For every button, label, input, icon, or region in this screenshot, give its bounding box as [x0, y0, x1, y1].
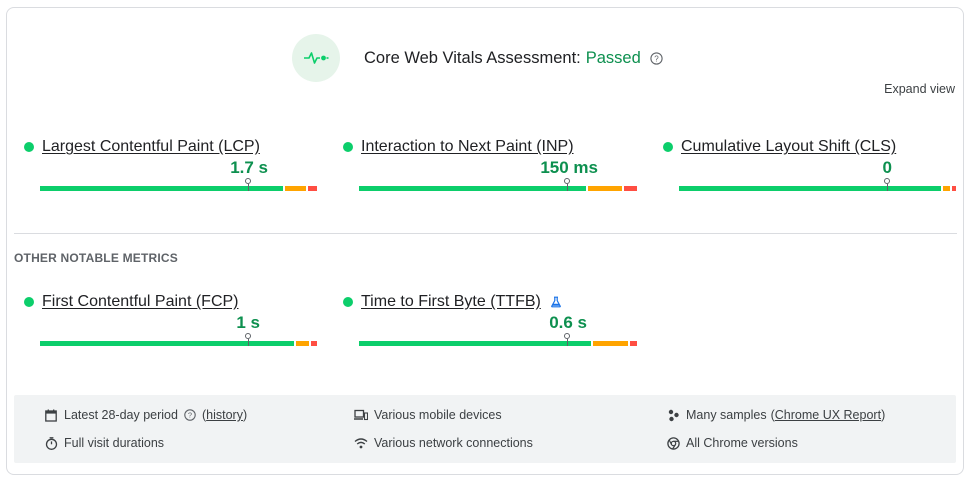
calendar-icon	[44, 408, 58, 422]
metric-value: 1.7 s	[230, 158, 268, 177]
expand-view-button[interactable]: Expand view	[884, 82, 955, 96]
metric-cls: Cumulative Layout Shift (CLS) 0	[663, 136, 956, 191]
good-status-dot	[343, 297, 353, 307]
good-segment	[359, 186, 586, 191]
needs-improvement-segment	[593, 341, 628, 346]
data-source-footer: Latest 28-day period ? (history) Full vi…	[14, 395, 956, 463]
good-segment	[679, 186, 941, 191]
metric-name-link[interactable]: First Contentful Paint (FCP)	[42, 293, 239, 310]
visit-info: Full visit durations	[44, 436, 164, 450]
svg-text:?: ?	[654, 54, 659, 63]
samples-text: Many samples	[686, 408, 767, 422]
wifi-icon	[354, 436, 368, 450]
network-text: Various network connections	[374, 436, 533, 450]
assessment-status: Passed	[585, 48, 641, 67]
poor-segment	[624, 186, 637, 191]
svg-text:?: ?	[188, 411, 192, 420]
good-status-dot	[343, 142, 353, 152]
metric-name-link[interactable]: Cumulative Layout Shift (CLS)	[681, 138, 897, 155]
poor-segment	[311, 341, 317, 346]
needs-improvement-segment	[285, 186, 306, 191]
distribution-bar	[40, 333, 317, 346]
distribution-bar	[679, 178, 956, 191]
distribution-bar	[359, 333, 637, 346]
history-link[interactable]: history	[206, 408, 243, 422]
good-status-dot	[24, 297, 34, 307]
devices-icon	[354, 408, 368, 422]
chrome-icon	[666, 436, 680, 450]
section-divider	[14, 233, 957, 234]
pulse-icon	[292, 34, 340, 82]
chrome-info: All Chrome versions	[666, 436, 798, 450]
chrome-text: All Chrome versions	[686, 436, 798, 450]
devices-info: Various mobile devices	[354, 408, 502, 422]
metric-lcp: Largest Contentful Paint (LCP) 1.7 s	[24, 136, 317, 191]
samples-icon	[666, 408, 680, 422]
metric-value: 150 ms	[540, 158, 598, 177]
paren-open: (	[201, 408, 207, 422]
metric-ttfb: Time to First Byte (TTFB) 0.6 s	[343, 291, 637, 346]
samples-info: Many samples (Chrome UX Report)	[666, 408, 885, 422]
period-text: Latest 28-day period	[64, 408, 178, 422]
needs-improvement-segment	[296, 341, 309, 346]
metric-value: 0	[882, 158, 892, 177]
devices-text: Various mobile devices	[374, 408, 502, 422]
help-icon[interactable]: ?	[650, 51, 663, 65]
metric-name-link[interactable]: Time to First Byte (TTFB)	[361, 293, 541, 310]
period-info: Latest 28-day period ? (history)	[44, 408, 247, 422]
distribution-bar	[359, 178, 637, 191]
visit-text: Full visit durations	[64, 436, 165, 450]
good-segment	[40, 341, 294, 346]
metric-name-link[interactable]: Largest Contentful Paint (LCP)	[42, 138, 260, 155]
good-segment	[359, 341, 591, 346]
other-metrics-heading: OTHER NOTABLE METRICS	[14, 251, 178, 265]
good-status-dot	[663, 142, 673, 152]
metric-name-link[interactable]: Interaction to Next Paint (INP)	[361, 138, 574, 155]
distribution-bar	[40, 178, 317, 191]
paren-close: )	[881, 408, 886, 422]
good-segment	[40, 186, 283, 191]
poor-segment	[308, 186, 317, 191]
needs-improvement-segment	[588, 186, 622, 191]
assessment-title: Core Web Vitals Assessment:	[364, 48, 581, 67]
paren-close: )	[242, 408, 248, 422]
good-status-dot	[24, 142, 34, 152]
metric-value: 1 s	[236, 313, 260, 332]
network-info: Various network connections	[354, 436, 533, 450]
poor-segment	[952, 186, 956, 191]
chrome-ux-report-link[interactable]: Chrome UX Report	[774, 408, 882, 422]
metric-inp: Interaction to Next Paint (INP) 150 ms	[343, 136, 637, 191]
poor-segment	[630, 341, 637, 346]
flask-icon[interactable]	[550, 296, 562, 308]
needs-improvement-segment	[943, 186, 950, 191]
timer-icon	[44, 436, 58, 450]
metric-fcp: First Contentful Paint (FCP) 1 s	[24, 291, 317, 346]
metric-value: 0.6 s	[549, 313, 587, 332]
help-icon[interactable]: ?	[184, 409, 196, 421]
assessment-header: Core Web Vitals Assessment: Passed ?	[292, 32, 663, 84]
paren-open: (	[770, 408, 775, 422]
